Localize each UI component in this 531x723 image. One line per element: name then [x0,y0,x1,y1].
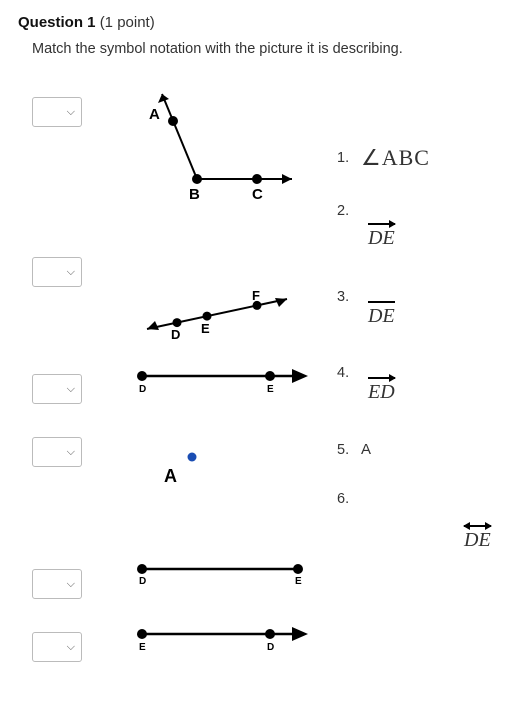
picture-ray-ed: E D [130,622,320,652]
chevron-down-icon: ⌵ [67,578,75,591]
svg-text:E: E [267,384,274,394]
svg-text:D: D [171,327,180,342]
answer-num: 4. [337,365,351,381]
match-select-3[interactable]: ⌵ [32,374,82,404]
svg-text:E: E [139,642,146,652]
answer-symbol-ray-de: DE [368,223,395,250]
picture-angle-abc: A B C [127,79,317,209]
question-points: (1 point) [100,14,155,31]
answer-symbol-point-a: A [361,441,371,458]
svg-text:B: B [189,186,200,203]
picture-point-a: A [147,444,217,494]
answer-5: 5. A [337,441,371,458]
chevron-down-icon: ⌵ [67,106,75,119]
answer-num: 2. [337,203,351,219]
answer-symbol-line-de: DE [464,525,491,552]
match-select-1[interactable]: ⌵ [32,97,82,127]
question-title: Question 1 (1 point) [18,14,513,31]
answer-symbol-segment-de: DE [368,301,395,328]
answer-symbol-ray-ed: ED [368,377,395,404]
answer-6: 6. [337,491,351,507]
answer-symbol-angle-abc: ∠ABC [361,145,430,171]
picture-segment-de: D E [130,559,315,584]
chevron-down-icon: ⌵ [67,641,75,654]
chevron-down-icon: ⌵ [67,383,75,396]
svg-text:C: C [252,186,263,203]
match-select-6[interactable]: ⌵ [32,632,82,662]
match-select-2[interactable]: ⌵ [32,257,82,287]
chevron-down-icon: ⌵ [67,266,75,279]
picture-ray-de: D E [130,364,320,394]
answer-1: 1. ∠ABC [337,145,430,171]
svg-text:D: D [139,384,146,394]
picture-line-def: D E F [137,284,307,344]
answer-2: 2. [337,203,361,219]
svg-text:D: D [267,642,274,652]
svg-text:F: F [252,288,260,303]
svg-text:E: E [295,576,302,584]
svg-text:A: A [164,466,177,486]
answer-num: 5. [337,442,351,458]
answer-num: 3. [337,289,351,305]
chevron-down-icon: ⌵ [67,446,75,459]
svg-text:E: E [201,321,210,336]
worksheet-area: ⌵ ⌵ ⌵ ⌵ ⌵ ⌵ A B C D E F D E [32,79,513,689]
answer-3: 3. [337,289,351,305]
answer-num: 6. [337,491,351,507]
question-instruction: Match the symbol notation with the pictu… [32,41,513,57]
svg-text:D: D [139,576,146,584]
match-select-4[interactable]: ⌵ [32,437,82,467]
answer-4: 4. [337,365,351,381]
svg-text:A: A [149,106,160,123]
answer-num: 1. [337,150,351,166]
question-number: Question 1 [18,14,96,31]
match-select-5[interactable]: ⌵ [32,569,82,599]
